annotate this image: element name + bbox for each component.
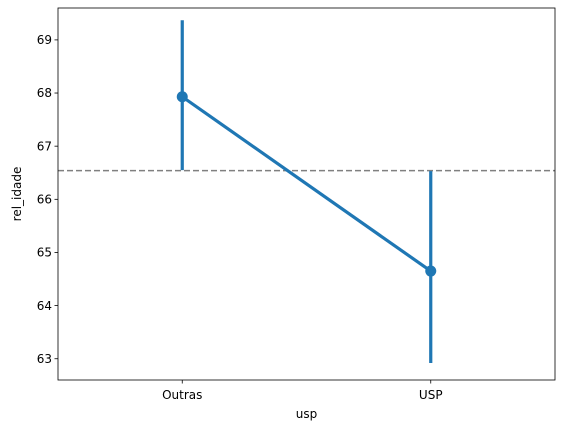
series-line: [181, 95, 432, 273]
data-point: [176, 91, 188, 103]
plot-area: [58, 8, 555, 380]
y-tick-label: 63: [37, 352, 52, 366]
plot-frame: [57, 7, 556, 381]
y-tick-label: 68: [37, 86, 52, 100]
y-tick-label: 67: [37, 139, 52, 153]
y-axis-label: rel_idade: [10, 167, 24, 222]
data-point: [425, 265, 437, 277]
x-tick-label: Outras: [162, 388, 202, 402]
y-tick-label: 64: [37, 299, 52, 313]
x-axis-label: usp: [296, 407, 317, 421]
y-tick-label: 69: [37, 33, 52, 47]
y-tick-label: 65: [37, 246, 52, 260]
x-tick-label: USP: [419, 388, 443, 402]
y-tick-label: 66: [37, 193, 52, 207]
